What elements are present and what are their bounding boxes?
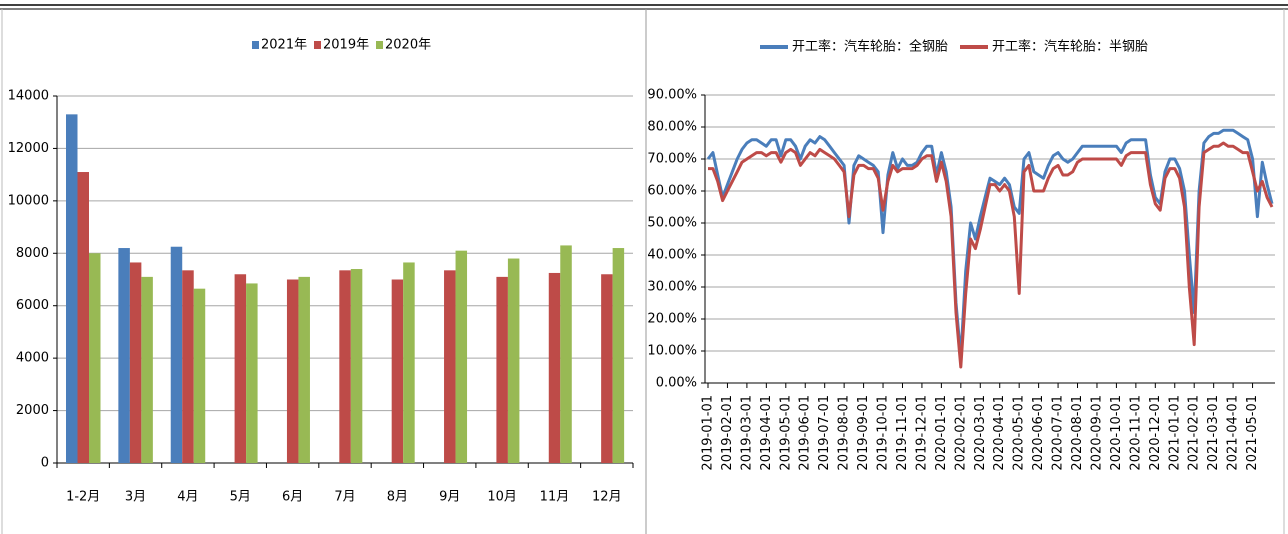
bar xyxy=(118,248,130,463)
bar xyxy=(548,272,561,463)
x-tick-label: 5月 xyxy=(230,490,251,505)
x-tick-label: 6月 xyxy=(282,490,303,505)
y-tick-label: 50.00% xyxy=(647,216,697,231)
x-tick-label: 2019-11-01 xyxy=(895,395,910,471)
x-tick-label: 2020-02-01 xyxy=(953,395,968,471)
y-tick-label: 14000 xyxy=(8,89,49,104)
x-tick-label: 2020-09-01 xyxy=(1089,395,1104,471)
x-tick-label: 2021-01-01 xyxy=(1167,395,1182,471)
legend-label: 2021年 xyxy=(261,38,307,53)
legend-swatch xyxy=(376,41,383,49)
y-tick-label: 90.00% xyxy=(647,88,697,103)
x-tick-label: 2020-01-01 xyxy=(934,395,949,471)
x-tick-label: 2019-06-01 xyxy=(798,395,813,471)
x-tick-label: 2021-02-01 xyxy=(1187,395,1202,471)
y-tick-label: 30.00% xyxy=(647,280,697,295)
y-tick-label: 6000 xyxy=(16,298,49,313)
bar xyxy=(455,250,468,463)
line-series xyxy=(708,141,1274,369)
x-tick-label: 2021-05-01 xyxy=(1245,395,1260,471)
y-tick-label: 12000 xyxy=(8,141,49,156)
x-tick-label: 1-2月 xyxy=(66,490,100,505)
legend-label: 开工率：汽车轮胎：全钢胎 xyxy=(792,39,948,55)
bar xyxy=(339,270,351,463)
legend-label: 2019年 xyxy=(323,38,369,53)
bar xyxy=(560,245,572,463)
legend-label: 2020年 xyxy=(385,38,431,53)
x-tick-label: 2019-02-01 xyxy=(720,395,735,471)
x-tick-label: 2019-08-01 xyxy=(837,395,852,471)
x-tick-label: 2019-12-01 xyxy=(914,395,929,471)
bar xyxy=(170,246,183,463)
bar xyxy=(193,288,206,463)
x-tick-label: 2020-07-01 xyxy=(1051,395,1066,471)
x-tick-label: 3月 xyxy=(125,490,146,505)
y-tick-label: 10.00% xyxy=(647,344,697,359)
x-tick-label: 11月 xyxy=(540,490,570,505)
y-tick-label: 8000 xyxy=(16,246,49,261)
x-tick-label: 7月 xyxy=(334,490,355,505)
y-tick-label: 0 xyxy=(41,456,49,471)
bar xyxy=(507,258,520,463)
x-tick-label: 2019-04-01 xyxy=(759,395,774,471)
x-tick-label: 2021-03-01 xyxy=(1206,395,1221,471)
y-tick-label: 40.00% xyxy=(647,248,697,263)
bar xyxy=(298,276,310,463)
bar xyxy=(66,114,78,463)
legend-swatch xyxy=(314,41,321,49)
bar xyxy=(391,279,404,463)
legend-swatch xyxy=(252,41,259,49)
x-tick-label: 2019-09-01 xyxy=(856,395,871,471)
x-tick-label: 12月 xyxy=(592,490,622,505)
bar xyxy=(141,276,153,463)
bar xyxy=(234,274,247,463)
y-tick-label: 10000 xyxy=(8,193,49,208)
bar xyxy=(601,274,613,463)
y-tick-label: 70.00% xyxy=(647,152,697,167)
bar xyxy=(89,253,101,463)
x-tick-label: 2020-10-01 xyxy=(1109,395,1124,471)
x-tick-label: 2019-10-01 xyxy=(876,395,891,471)
bar xyxy=(496,276,508,463)
x-tick-label: 2019-03-01 xyxy=(739,395,754,471)
x-tick-label: 2020-11-01 xyxy=(1128,395,1143,471)
x-tick-label: 9月 xyxy=(439,490,460,505)
y-tick-label: 2000 xyxy=(16,403,49,418)
bar xyxy=(403,262,415,463)
x-tick-label: 2020-06-01 xyxy=(1031,395,1046,471)
bar xyxy=(182,270,194,463)
x-tick-label: 2019-01-01 xyxy=(701,395,716,471)
x-tick-label: 10月 xyxy=(487,490,517,505)
x-tick-label: 2020-12-01 xyxy=(1148,395,1163,471)
x-tick-label: 2019-05-01 xyxy=(778,395,793,471)
x-tick-label: 2020-08-01 xyxy=(1070,395,1085,471)
bar xyxy=(612,248,625,463)
x-tick-label: 2021-04-01 xyxy=(1226,395,1241,471)
y-tick-label: 60.00% xyxy=(647,184,697,199)
legend-label: 开工率：汽车轮胎：半钢胎 xyxy=(992,39,1148,55)
y-tick-label: 20.00% xyxy=(647,312,697,327)
bar xyxy=(129,262,142,463)
bar xyxy=(286,279,299,463)
x-tick-label: 2020-04-01 xyxy=(992,395,1007,471)
x-tick-label: 4月 xyxy=(177,490,198,505)
x-tick-label: 8月 xyxy=(387,490,408,505)
bar xyxy=(444,270,456,463)
x-tick-label: 2020-05-01 xyxy=(1012,395,1027,471)
x-tick-label: 2020-03-01 xyxy=(973,395,988,471)
bar xyxy=(77,172,89,463)
y-tick-label: 80.00% xyxy=(647,120,697,135)
x-tick-label: 2019-07-01 xyxy=(817,395,832,471)
bar xyxy=(350,269,363,463)
bar xyxy=(246,283,258,463)
line-series xyxy=(706,128,1274,359)
y-tick-label: 0.00% xyxy=(656,376,697,391)
y-tick-label: 4000 xyxy=(16,351,49,366)
